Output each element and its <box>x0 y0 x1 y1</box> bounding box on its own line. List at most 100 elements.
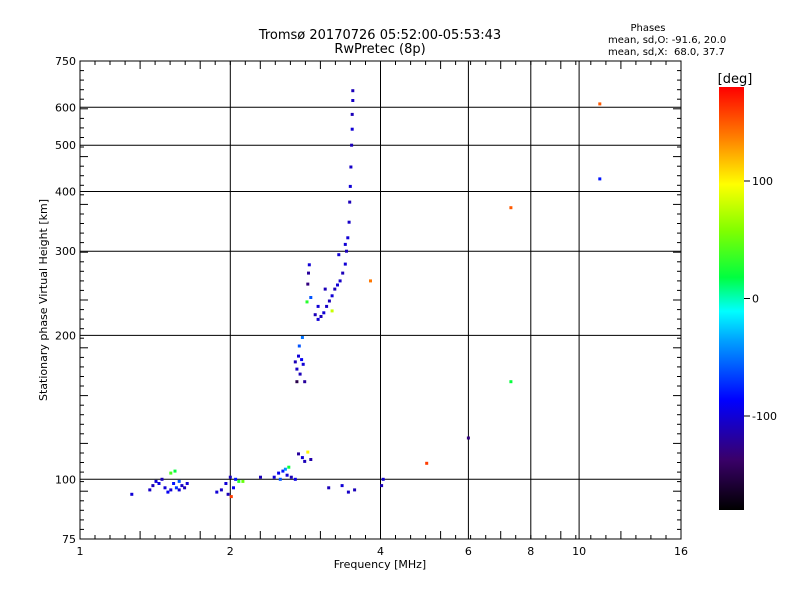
x-tick-label: 4 <box>377 545 384 558</box>
data-point <box>309 296 313 299</box>
y-tick-label: 200 <box>55 329 76 342</box>
data-point <box>303 459 307 463</box>
data-point <box>226 492 230 496</box>
data-point <box>330 294 334 298</box>
data-point <box>297 452 300 456</box>
data-point <box>298 372 302 376</box>
data-point <box>180 484 184 488</box>
chart-subtitle: RwPretec (8p) <box>334 42 425 57</box>
data-point <box>381 477 385 481</box>
data-point <box>425 461 429 465</box>
plot-frame <box>79 60 682 540</box>
data-point <box>277 471 281 475</box>
y-tick-label: 750 <box>55 55 76 68</box>
data-point <box>307 263 311 267</box>
data-point <box>598 102 602 106</box>
data-point <box>278 477 282 481</box>
data-point <box>151 484 155 488</box>
data-point <box>237 479 241 483</box>
data-point <box>353 488 357 492</box>
x-tick-label: 6 <box>465 545 472 558</box>
data-point <box>333 287 337 291</box>
data-point <box>598 177 602 181</box>
colorbar-tick-label: 100 <box>752 175 773 188</box>
data-point <box>185 482 189 485</box>
stats-line-o: mean, sd,O: -91.6, 20.0 <box>608 35 726 46</box>
data-point <box>293 360 297 364</box>
data-point <box>509 206 513 210</box>
data-point <box>295 380 299 384</box>
data-point <box>305 300 309 304</box>
data-point <box>322 311 326 315</box>
data-point <box>289 475 293 479</box>
data-point <box>169 471 173 475</box>
y-tick-label: 600 <box>55 101 76 114</box>
data-point <box>337 253 341 257</box>
data-point <box>346 236 350 240</box>
data-point <box>232 486 235 490</box>
data-point <box>174 486 178 490</box>
stats-line-x: mean, sd,X: 68.0, 37.7 <box>608 47 725 58</box>
data-point <box>148 488 152 492</box>
x-tick-label: 1 <box>77 545 84 558</box>
colorbar-label: [deg] <box>718 72 753 87</box>
colorbar-tick-label: -100 <box>752 410 777 423</box>
data-point <box>163 486 167 490</box>
data-point <box>350 112 354 116</box>
x-axis-label: Frequency [MHz] <box>334 558 426 571</box>
data-point <box>285 473 289 477</box>
data-point <box>351 99 355 102</box>
data-point <box>154 479 158 483</box>
data-point <box>327 299 331 303</box>
data-point <box>345 249 348 253</box>
x-tick-label: 10 <box>572 545 586 558</box>
data-point <box>316 304 320 308</box>
data-point <box>295 367 299 371</box>
data-point <box>306 282 310 286</box>
data-point <box>300 456 304 460</box>
data-point <box>309 458 313 461</box>
y-tick-label: 500 <box>55 139 76 152</box>
data-point <box>177 479 181 483</box>
data-point <box>346 490 350 494</box>
data-point <box>287 465 291 469</box>
data-point <box>177 488 181 492</box>
data-point <box>241 479 245 483</box>
data-point <box>319 315 323 318</box>
data-point <box>347 220 351 224</box>
data-point <box>348 184 352 188</box>
colorbar-ticks: 100 0 -100 <box>744 175 777 423</box>
data-point <box>160 477 164 481</box>
data-point <box>229 495 233 499</box>
data-point <box>313 313 317 317</box>
data-point <box>303 380 307 384</box>
data-point <box>327 486 331 490</box>
data-point <box>228 475 232 479</box>
data-point <box>173 469 177 473</box>
data-point <box>330 309 334 313</box>
x-tick-label: 16 <box>674 545 688 558</box>
data-point <box>351 89 355 93</box>
data-point <box>343 242 347 246</box>
data-point <box>300 336 304 339</box>
data-point <box>300 358 304 362</box>
data-point <box>183 486 187 490</box>
data-point <box>316 317 320 321</box>
data-point <box>130 492 134 496</box>
data-point <box>215 490 219 494</box>
y-tick-label: 400 <box>55 186 76 199</box>
data-point <box>306 450 310 454</box>
data-point <box>272 475 276 479</box>
data-point <box>380 484 384 488</box>
data-point <box>325 304 329 308</box>
data-points <box>130 89 602 499</box>
data-point <box>283 467 287 471</box>
data-point <box>259 475 262 479</box>
x-tick-labels: 1 2 4 6 8 10 16 <box>77 545 689 558</box>
stats-heading: Phases <box>630 23 665 34</box>
data-point <box>281 469 285 473</box>
data-point <box>169 488 173 492</box>
y-tick-label: 100 <box>55 473 76 486</box>
data-point <box>350 127 354 131</box>
y-tick-label: 75 <box>62 533 76 546</box>
